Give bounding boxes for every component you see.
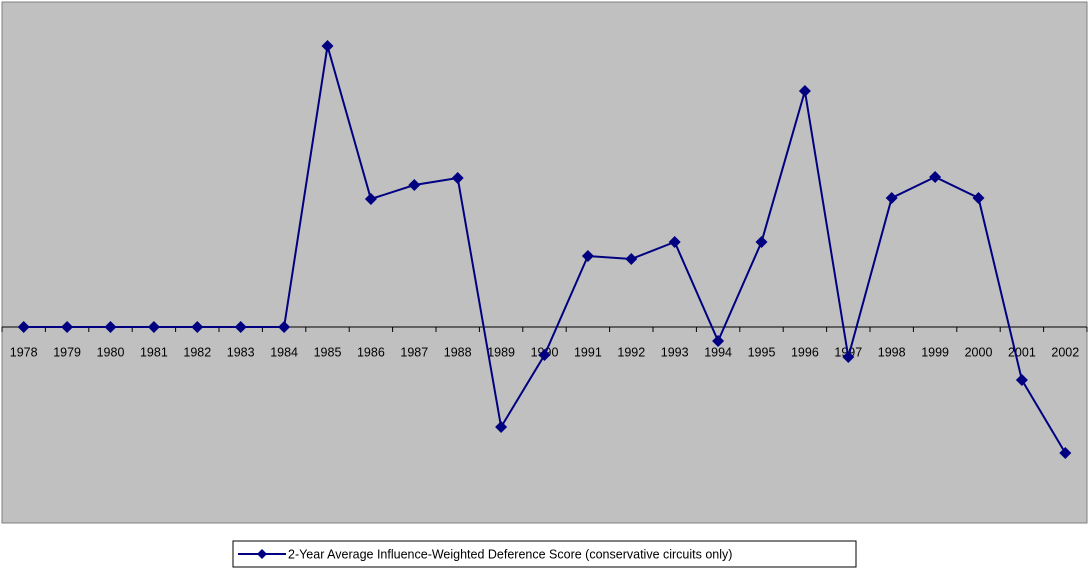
x-tick-label: 1980 [97,345,125,359]
x-tick-label: 1994 [704,345,732,359]
data-point [755,236,768,248]
data-point [408,179,421,191]
x-tick-label: 1982 [183,345,211,359]
x-tick-label: 1986 [357,345,385,359]
data-point [885,192,898,204]
x-tick-label: 1978 [10,345,38,359]
data-point [278,321,291,333]
data-point [538,349,551,361]
x-tick-label: 1996 [791,345,819,359]
x-tick-label: 1998 [878,345,906,359]
x-tick-label: 1979 [53,345,81,359]
x-tick-label: 1988 [444,345,472,359]
legend-box [232,540,857,568]
data-point [321,40,334,52]
x-tick-label: 1993 [661,345,689,359]
legend-marker [257,549,267,559]
data-point [1059,447,1072,459]
x-tick-label: 1995 [748,345,776,359]
legend-label: 2-Year Average Influence-Weighted Defere… [288,547,732,561]
x-tick-label: 1989 [487,345,515,359]
x-tick-label: 1983 [227,345,255,359]
plot-area [1,1,1088,524]
data-point [147,321,160,333]
data-point [104,321,117,333]
data-point [1015,374,1028,386]
x-tick-label: 1992 [617,345,645,359]
data-point [668,236,681,248]
data-point [929,171,942,183]
x-tick-label: 2002 [1051,345,1079,359]
data-point [495,421,508,433]
x-tick-label: 1987 [400,345,428,359]
data-point [712,335,725,347]
x-tick-label: 1981 [140,345,168,359]
data-point [842,351,855,363]
x-tick-label: 1991 [574,345,602,359]
x-tick-label: 1999 [921,345,949,359]
data-point [61,321,74,333]
x-tick-label: 2000 [965,345,993,359]
data-point [972,192,985,204]
data-point [364,193,377,205]
data-point [798,85,811,97]
data-point [581,250,594,262]
data-point [234,321,247,333]
data-point [451,172,464,184]
x-tick-label: 1984 [270,345,298,359]
data-point [625,253,638,265]
data-point [17,321,30,333]
x-tick-label: 1985 [314,345,342,359]
data-point [191,321,204,333]
x-tick-label: 2001 [1008,345,1036,359]
